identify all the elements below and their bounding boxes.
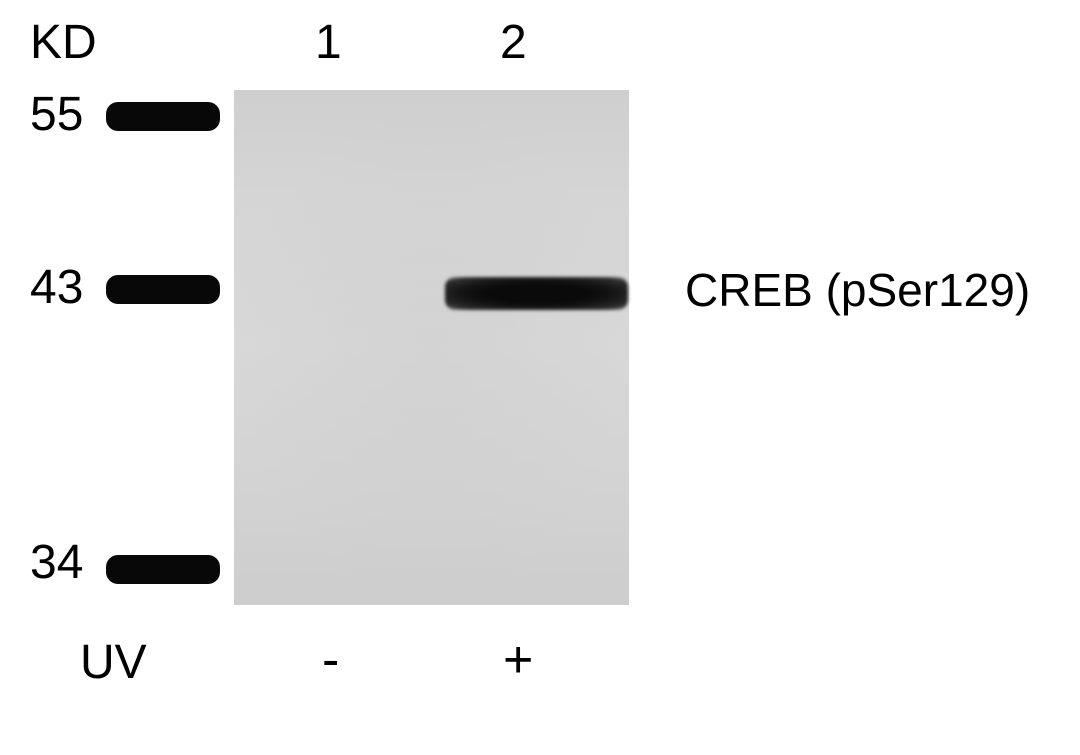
lane-2-treatment: + <box>503 630 533 690</box>
mw-label-55: 55 <box>30 87 83 142</box>
mw-label-43: 43 <box>30 260 83 315</box>
lane-1-header: 1 <box>315 15 342 70</box>
antibody-target-label: CREB (pSer129) <box>685 263 1030 317</box>
kd-unit-label: KD <box>30 15 97 70</box>
marker-band-55 <box>106 102 220 131</box>
lane-1-treatment: - <box>322 630 339 690</box>
lane-2-header: 2 <box>500 15 527 70</box>
creb-pser129-band <box>445 277 628 310</box>
mw-label-34: 34 <box>30 535 83 590</box>
western-blot-membrane <box>234 90 629 605</box>
uv-treatment-label: UV <box>80 635 147 690</box>
marker-band-34 <box>106 555 220 584</box>
marker-band-43 <box>106 275 220 304</box>
